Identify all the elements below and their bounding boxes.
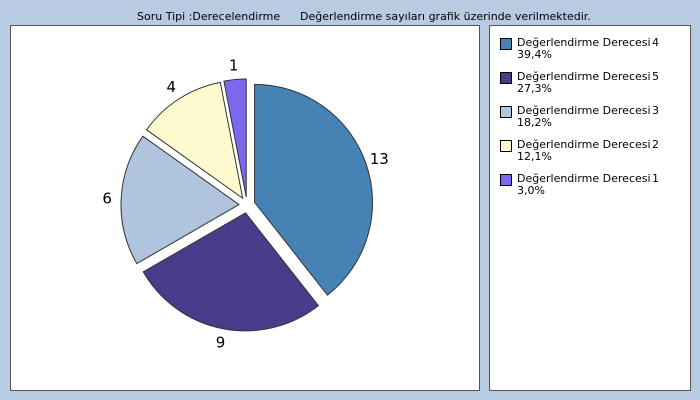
pie-value-label: 4 xyxy=(167,78,177,96)
pie-chart-panel: 13 9 6 4 1 xyxy=(10,25,480,391)
legend-item: Değerlendirme Derecesi 1 3,0% xyxy=(500,172,685,202)
legend-item: Değerlendirme Derecesi 3 18,2% xyxy=(500,104,685,134)
chart-note: Değerlendirme sayıları grafik üzerinde v… xyxy=(300,10,591,23)
pie-slice-level-3 xyxy=(120,135,240,265)
legend-item: Değerlendirme Derecesi 5 27,3% xyxy=(500,70,685,100)
pie-slice-level-2 xyxy=(145,81,244,200)
legend-label: Değerlendirme Derecesi xyxy=(517,104,651,117)
pie-value-label: 9 xyxy=(216,333,226,351)
legend-panel: Değerlendirme Derecesi 4 39,4% Değerlendirm… xyxy=(489,25,691,391)
legend-level: 1 xyxy=(652,172,659,185)
legend-swatch xyxy=(500,174,512,186)
legend-percent: 39,4% xyxy=(517,48,552,61)
legend-swatch xyxy=(500,140,512,152)
legend-swatch xyxy=(500,72,512,84)
legend-percent: 3,0% xyxy=(517,184,545,197)
pie-value-label: 1 xyxy=(229,57,239,75)
legend-label: Değerlendirme Derecesi xyxy=(517,70,651,83)
legend-level: 3 xyxy=(652,104,659,117)
legend-item: Değerlendirme Derecesi 2 12,1% xyxy=(500,138,685,168)
legend-percent: 18,2% xyxy=(517,116,552,129)
legend-level: 2 xyxy=(652,138,659,151)
legend-swatch xyxy=(500,106,512,118)
pie-slice-level-4 xyxy=(254,83,374,296)
legend-percent: 12,1% xyxy=(517,150,552,163)
pie-value-label: 6 xyxy=(102,189,112,207)
pie-slice-level-1 xyxy=(223,78,247,198)
pie-chart: 13 9 6 4 1 xyxy=(102,57,389,352)
legend-percent: 27,3% xyxy=(517,82,552,95)
legend-label: Değerlendirme Derecesi xyxy=(517,172,651,185)
chart-header: Soru Tipi :Derecelendirme Değerlendirme … xyxy=(0,8,700,24)
question-type-label: Soru Tipi :Derecelendirme xyxy=(137,10,281,23)
pie-slice-level-5 xyxy=(142,212,320,332)
legend-level: 4 xyxy=(652,36,659,49)
legend-level: 5 xyxy=(652,70,659,83)
legend-label: Değerlendirme Derecesi xyxy=(517,36,651,49)
pie-value-label: 13 xyxy=(370,150,389,168)
legend-item: Değerlendirme Derecesi 4 39,4% xyxy=(500,36,685,66)
legend-swatch xyxy=(500,38,512,50)
legend-label: Değerlendirme Derecesi xyxy=(517,138,651,151)
